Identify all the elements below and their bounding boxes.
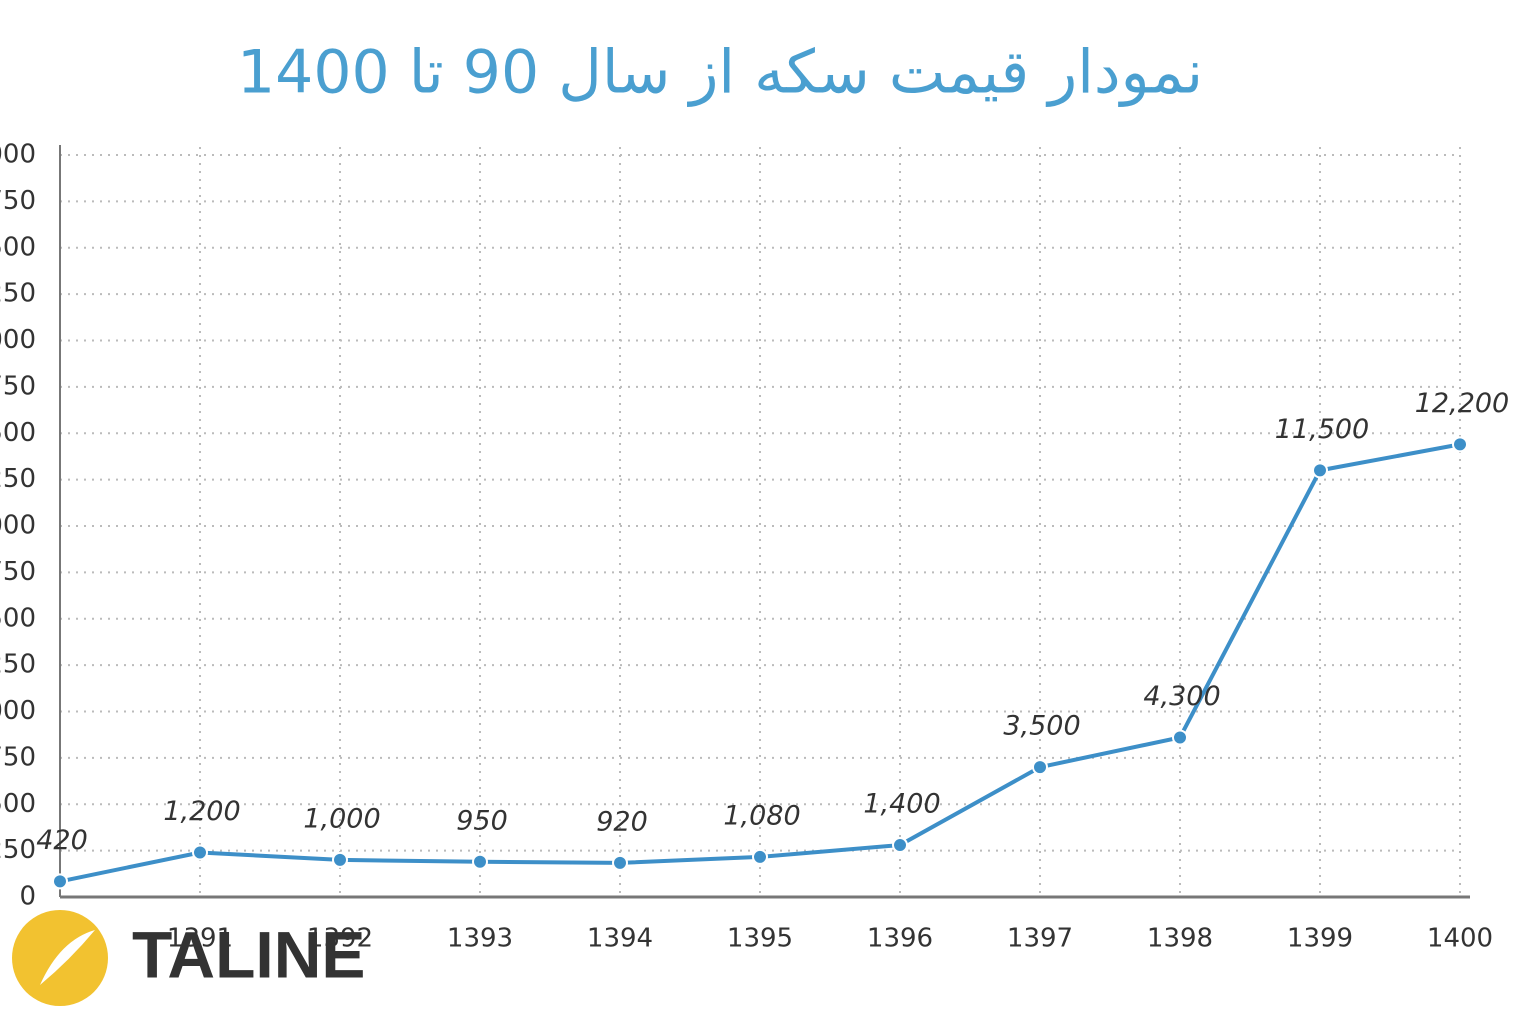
- y-tick-label: 11250: [0, 464, 36, 494]
- watermark-text: TALINE: [132, 917, 365, 991]
- data-point: [332, 851, 348, 868]
- data-point: [52, 873, 68, 890]
- y-tick-label: 13750: [0, 371, 36, 401]
- data-label: 950: [456, 805, 508, 836]
- data-label: 920: [596, 806, 648, 837]
- data-label: 1,080: [723, 800, 800, 831]
- y-tick-label: 15000: [0, 325, 36, 355]
- data-point: [472, 853, 488, 870]
- y-tick-label: 1250: [0, 835, 36, 865]
- y-tick-label: 17500: [0, 232, 36, 262]
- x-tick-label: 1396: [867, 924, 933, 954]
- y-tick-label: 3750: [0, 742, 36, 772]
- watermark-logo: TALINE: [12, 910, 365, 1006]
- x-tick-label: 1398: [1147, 924, 1213, 954]
- x-tick-label: 1392: [307, 924, 373, 954]
- x-tick-label: 1393: [447, 924, 513, 954]
- data-label: 11,500: [1275, 414, 1369, 445]
- data-label: 1,200: [163, 796, 240, 827]
- y-tick-label: 6250: [0, 650, 36, 680]
- x-tick-label: 1399: [1287, 924, 1353, 954]
- x-tick-label: 1394: [587, 924, 653, 954]
- data-point: [192, 844, 208, 861]
- data-point: [1312, 462, 1328, 479]
- y-tick-label: 8750: [0, 557, 36, 587]
- x-tick-label: 1400: [1427, 924, 1493, 954]
- data-point: [1452, 436, 1468, 453]
- y-tick-label: 0: [19, 882, 36, 912]
- data-point: [1032, 759, 1048, 776]
- data-label: 1,000: [303, 803, 380, 834]
- y-tick-label: 12500: [0, 418, 36, 448]
- data-label: 1,400: [863, 789, 940, 820]
- x-tick-label: 1395: [727, 924, 793, 954]
- y-tick-label: 7500: [0, 603, 36, 633]
- data-point: [892, 837, 908, 854]
- y-tick-label: 16250: [0, 279, 36, 309]
- data-label: 12,200: [1415, 388, 1509, 419]
- x-tick-label: 1391: [167, 924, 233, 954]
- data-point: [612, 854, 628, 871]
- data-point: [752, 848, 768, 865]
- x-tick-label: 1397: [1007, 924, 1073, 954]
- y-tick-label: 10000: [0, 511, 36, 541]
- logo-leaf: [40, 930, 95, 985]
- y-tick-label: 20000: [0, 140, 36, 170]
- data-label: 4,300: [1143, 681, 1220, 712]
- data-point: [1172, 729, 1188, 746]
- data-label: 3,500: [1003, 711, 1080, 742]
- data-label: 420: [36, 825, 88, 856]
- chart-title: نمودار قیمت سکه از سال 90 تا 1400: [237, 38, 1203, 108]
- y-tick-label: 18750: [0, 186, 36, 216]
- y-tick-label: 2500: [0, 789, 36, 819]
